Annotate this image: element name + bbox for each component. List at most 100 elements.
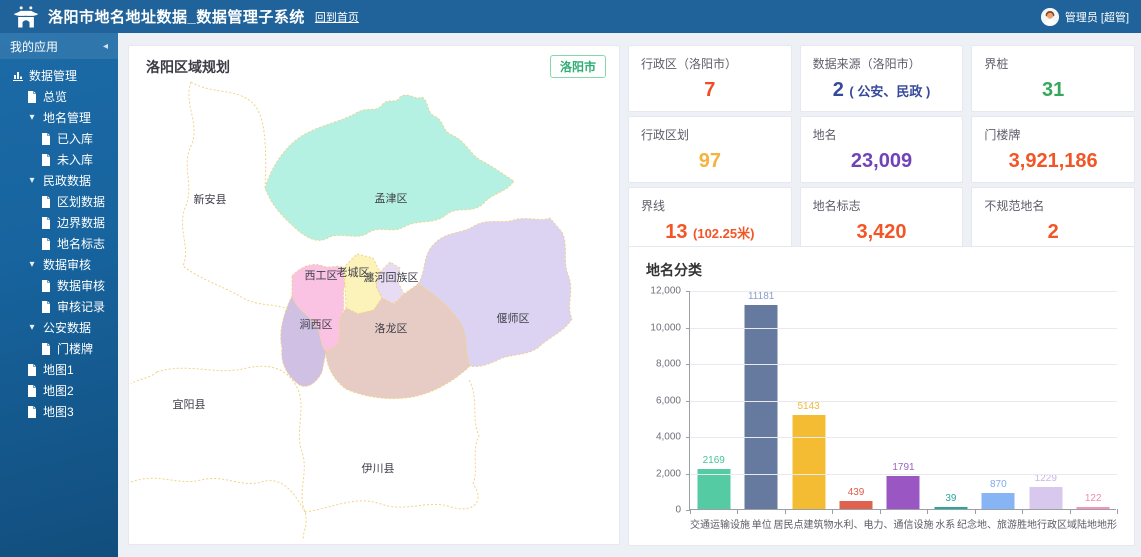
stat-card-label: 地名标志: [812, 199, 861, 213]
sidebar-item-地图2[interactable]: 地图2: [0, 380, 118, 401]
county-border-新安县: [181, 81, 293, 313]
sidebar-item-label: 地图2: [43, 384, 74, 398]
file-icon: [26, 384, 38, 397]
stat-card-label: 行政区划: [641, 128, 690, 142]
x-axis-tick: [879, 509, 881, 514]
y-axis-tick: [686, 437, 690, 438]
sidebar-item-已入库[interactable]: 已入库: [0, 128, 118, 149]
sidebar-item-label: 民政数据: [43, 174, 92, 188]
district-label-洛龙区: 洛龙区: [375, 321, 408, 335]
user-menu[interactable]: 管理员 [超管]: [1040, 7, 1129, 26]
bar-value-label: 1229: [1034, 473, 1057, 484]
sidebar-header[interactable]: 我的应用 ◂: [0, 33, 118, 59]
gridline: [690, 364, 1117, 365]
x-axis-tick: [1069, 509, 1071, 514]
file-icon: [40, 195, 52, 208]
bar-交通运输设施[interactable]: [697, 469, 731, 509]
district-老城区[interactable]: [342, 253, 383, 315]
sidebar-item-审核记录[interactable]: 审核记录: [0, 296, 118, 317]
bars-container: 2169 11181 5143 439 1791 39 870 1229 122: [690, 290, 1117, 509]
file-icon: [26, 363, 38, 376]
sidebar-item-地名标志[interactable]: 地名标志: [0, 233, 118, 254]
stat-card-label: 界线: [641, 199, 666, 213]
sidebar-item-地名管理[interactable]: ▾ 地名管理: [0, 107, 118, 128]
sidebar-item-未入库[interactable]: 未入库: [0, 149, 118, 170]
stat-card-不规范地名: 不规范地名 2: [971, 187, 1135, 254]
collapse-arrow-icon[interactable]: ◂: [102, 40, 108, 52]
x-axis-category-label: 水利、电力、通信设施: [833, 520, 934, 531]
sidebar-item-民政数据[interactable]: ▾ 民政数据: [0, 170, 118, 191]
sidebar-item-边界数据[interactable]: 边界数据: [0, 212, 118, 233]
sidebar-item-总览[interactable]: 总览: [0, 86, 118, 107]
bar-单位[interactable]: [744, 305, 778, 509]
sidebar-item-数据审核[interactable]: 数据审核: [0, 275, 118, 296]
x-axis-category-label: 行政区域: [1037, 520, 1077, 531]
bar-chart-plot: 2169 11181 5143 439 1791 39 870 1229 122 交通运输设施单…: [650, 286, 1118, 531]
bar-水系[interactable]: [934, 507, 968, 509]
sidebar-item-地图1[interactable]: 地图1: [0, 359, 118, 380]
home-link[interactable]: 回到首页: [314, 11, 359, 24]
x-axis-tick: [690, 509, 691, 514]
bar-行政区域[interactable]: [1029, 487, 1063, 509]
bar-居民点[interactable]: [792, 415, 826, 509]
file-icon: [26, 405, 38, 418]
stat-cards-grid: 行政区（洛阳市） 7 数据来源（洛阳市） 2 ( 公安、民政 ) 界桩 31 行政区划 97 地…: [628, 45, 1135, 254]
bar-建筑物[interactable]: [839, 501, 873, 509]
sidebar-item-label: 门楼牌: [57, 342, 94, 356]
district-label-瀍河回族区: 瀍河回族区: [364, 270, 419, 284]
y-axis-tick: [686, 473, 690, 475]
chart-panel: 地名分类 2169 11181 5143 439 1791 39 870 1229 122 交通…: [628, 246, 1135, 546]
district-label-伊川县: 伊川县: [362, 462, 395, 475]
caret-down-icon: ▾: [29, 174, 35, 186]
bar-value-label: 1791: [892, 462, 915, 473]
sidebar-item-label: 数据审核: [57, 279, 106, 293]
chart-icon: [12, 70, 24, 82]
bar-slot: 5143: [785, 290, 832, 509]
district-涧西区[interactable]: [280, 294, 327, 387]
x-axis-tick: [784, 509, 786, 514]
file-icon: [26, 90, 38, 103]
x-axis-category-label: 单位: [751, 520, 772, 531]
sidebar-item-label: 公安数据: [43, 321, 92, 335]
district-孟津区[interactable]: [264, 94, 515, 241]
map-panel-title: 洛阳区域规划: [146, 59, 230, 75]
bar-纪念地、旅游胜地[interactable]: [981, 493, 1015, 509]
y-axis-tick-label: 0: [675, 504, 681, 516]
sidebar-item-数据审核[interactable]: ▾ 数据审核: [0, 254, 118, 275]
district-偃师区[interactable]: [417, 217, 573, 367]
district-label-涧西区: 涧西区: [300, 318, 333, 331]
file-icon: [40, 279, 52, 292]
bar-slot: 870: [975, 290, 1022, 509]
sidebar-item-label: 未入库: [57, 153, 94, 167]
sidebar-item-label: 数据管理: [29, 69, 78, 83]
bar-value-label: 2169: [702, 455, 725, 466]
bar-value-label: 122: [1084, 493, 1102, 504]
bar-水利、电力、通信设施[interactable]: [886, 476, 920, 509]
city-badge[interactable]: 洛阳市: [549, 55, 606, 78]
sidebar-item-地图3[interactable]: 地图3: [0, 401, 118, 422]
sidebar-item-label: 边界数据: [57, 216, 106, 230]
stat-card-value: 23,009: [850, 150, 913, 172]
sidebar-item-门楼牌[interactable]: 门楼牌: [0, 338, 118, 359]
sidebar: 我的应用 ◂ 数据管理总览 ▾ 地名管理 已入库未入库 ▾ 民政数据区划数据边界数据地名标…: [0, 33, 118, 557]
x-axis-category-label: 建筑物: [803, 520, 834, 531]
stat-card-label: 门楼牌: [984, 128, 1021, 142]
x-axis-tick: [927, 509, 929, 514]
district-西工区[interactable]: [291, 263, 346, 353]
y-axis-tick: [686, 291, 690, 292]
stat-card-界桩: 界桩 31: [971, 45, 1135, 112]
gridline: [690, 291, 1117, 292]
x-axis-tick: [832, 509, 834, 514]
sidebar-item-公安数据[interactable]: ▾ 公安数据: [0, 317, 118, 338]
county-border-宜阳县: [156, 365, 307, 540]
bar-value-label: 39: [945, 493, 957, 504]
district-label-老城区: 老城区: [337, 266, 370, 279]
sidebar-item-区划数据[interactable]: 区划数据: [0, 191, 118, 212]
file-icon: [40, 132, 52, 145]
file-icon: [40, 342, 52, 355]
sidebar-item-label: 地名标志: [57, 237, 106, 251]
bar-陆地地形[interactable]: [1076, 507, 1110, 509]
map-panel: 洛阳区域规划 洛阳市 孟津区 西工区 老城区 瀍河回族区 涧西区 洛龙区 偃师区 新安县 宜阳县…: [128, 45, 620, 545]
sidebar-item-数据管理[interactable]: 数据管理: [0, 65, 118, 86]
